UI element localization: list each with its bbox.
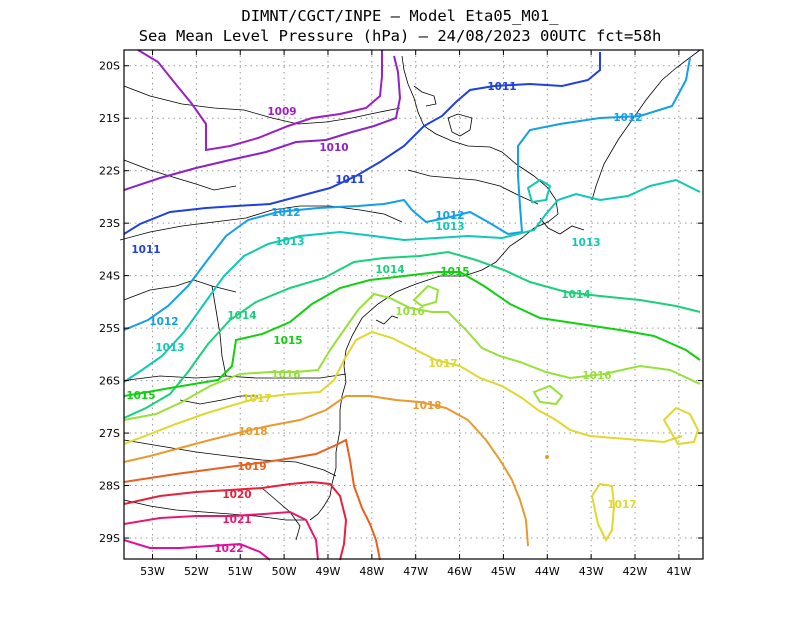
tick-label-lat: 21S — [99, 112, 120, 125]
grid-lines — [124, 50, 703, 559]
border-uruguay — [123, 499, 306, 521]
isobar-label-1018-a: 1018 — [412, 400, 441, 412]
tick-label-lat: 25S — [99, 322, 120, 335]
isobar-label-1015-c: 1015 — [126, 390, 155, 402]
tick-label-lon: 51W — [228, 565, 253, 578]
state-border-ms — [123, 159, 237, 191]
isobar-label-1020: 1020 — [222, 489, 251, 501]
isobar-1011-line — [123, 52, 601, 235]
tick-label-lon: 41W — [666, 565, 691, 578]
isobar-label-1017-a: 1017 — [428, 358, 457, 370]
isobar-label-1017-b: 1017 — [242, 393, 271, 405]
isobar-label-1011-b: 1011 — [335, 174, 364, 186]
isobar-label-1019: 1019 — [237, 461, 266, 473]
isobar-label-1016-a: 1016 — [395, 306, 424, 318]
isobar-1015-line — [123, 271, 701, 397]
state-border-sc-pr — [127, 373, 347, 381]
tick-label-lat: 28S — [99, 480, 120, 493]
isobar-label-1013-d: 1013 — [155, 342, 184, 354]
isobar-1009-line — [137, 49, 383, 152]
tick-label-lon: 42W — [623, 565, 648, 578]
isobar-1019-line — [123, 438, 381, 561]
isobar-lines — [123, 49, 701, 561]
tick-label-lon: 46W — [447, 565, 472, 578]
isobar-label-1021: 1021 — [222, 514, 251, 526]
axis-ticks: 53W 52W 51W 50W 49W 48W 47W 46W 45W 44W 43W 42W 41W 2… — [99, 50, 703, 578]
tick-label-lon: 44W — [535, 565, 560, 578]
isobar-1014-line — [123, 250, 701, 419]
isobar-label-1016-b: 1016 — [271, 369, 300, 381]
tick-label-lon: 45W — [491, 565, 516, 578]
tick-label-lat: 20S — [99, 60, 120, 73]
tick-label-lon: 49W — [316, 565, 341, 578]
pressure-point-marker — [545, 455, 549, 459]
state-border-rs-sc — [123, 439, 337, 477]
isobar-labels: 1009 1010 1011 1011 1011 1012 1012 1012 … — [126, 81, 642, 555]
isobar-1013-line — [123, 178, 701, 383]
isobar-label-1015-a: 1015 — [440, 266, 469, 278]
isobar-1017-line — [123, 330, 683, 445]
isobar-label-1012-a: 1012 — [613, 112, 642, 124]
isobar-label-1018-b: 1018 — [238, 426, 267, 438]
isobar-1016-loop — [532, 384, 564, 406]
isobar-1017-loop-south — [590, 482, 616, 543]
isobar-1010-line — [123, 55, 402, 191]
isobar-label-1013-b: 1013 — [435, 221, 464, 233]
isobar-1017-loop-east — [662, 406, 700, 446]
border-argentina — [179, 395, 258, 405]
state-border-pr-sp — [119, 205, 403, 241]
tick-label-lat: 29S — [99, 532, 120, 545]
isobar-label-1013-a: 1013 — [275, 236, 304, 248]
map-frame — [123, 49, 704, 560]
isobar-label-1015-b: 1015 — [273, 335, 302, 347]
isobar-label-1009: 1009 — [267, 106, 296, 118]
tick-label-lon: 47W — [403, 565, 428, 578]
isobar-label-1011-a: 1011 — [487, 81, 516, 93]
isobar-label-1014-a: 1014 — [375, 264, 404, 276]
tick-label-lat: 24S — [99, 270, 120, 283]
isobar-label-1013-c: 1013 — [571, 237, 600, 249]
coast-island-north — [591, 49, 701, 201]
bay-outline — [447, 113, 473, 137]
isobar-1016-blob — [412, 284, 440, 308]
tick-label-lat: 23S — [99, 217, 120, 230]
isobar-1012-line — [123, 57, 691, 331]
chart-title-line-2: Sea Mean Level Pressure (hPa) – 24/08/20… — [139, 27, 662, 45]
isobar-label-1012-c: 1012 — [435, 210, 464, 222]
tick-label-lat: 22S — [99, 165, 120, 178]
paranagua-bay — [375, 315, 399, 325]
tick-label-lon: 48W — [359, 565, 384, 578]
isobar-label-1014-b: 1014 — [561, 289, 590, 301]
lagoon-outline — [413, 85, 437, 107]
isobar-label-1012-d: 1012 — [149, 316, 178, 328]
isobar-1021-line — [123, 510, 319, 561]
isobar-1022-line — [123, 539, 271, 561]
tick-label-lon: 52W — [184, 565, 209, 578]
border-rio-parana — [211, 285, 227, 377]
tick-label-lon: 50W — [272, 565, 297, 578]
tick-label-lat: 26S — [99, 375, 120, 388]
guanabara-shore — [539, 217, 585, 235]
isobar-1013-loop — [526, 178, 552, 204]
isobar-label-1014-c: 1014 — [227, 310, 256, 322]
tick-label-lon: 43W — [579, 565, 604, 578]
isobar-label-1011-c: 1011 — [131, 244, 160, 256]
isobar-label-1022: 1022 — [214, 543, 243, 555]
isobar-label-1012-b: 1012 — [271, 207, 300, 219]
chart-title-line-1: DIMNT/CGCT/INPE – Model Eta05_M01_ — [241, 7, 559, 25]
isobar-label-1017-c: 1017 — [607, 499, 636, 511]
isobar-1018-line — [123, 395, 529, 547]
isobar-label-1010: 1010 — [319, 142, 348, 154]
isobar-1020-line — [123, 480, 348, 561]
isobar-1016-line — [123, 292, 701, 421]
isobar-label-1016-c: 1016 — [582, 370, 611, 382]
brazil-coastline — [309, 55, 559, 521]
state-border-sp-mg — [123, 85, 401, 125]
tick-label-lat: 27S — [99, 427, 120, 440]
tick-label-lon: 53W — [140, 565, 165, 578]
